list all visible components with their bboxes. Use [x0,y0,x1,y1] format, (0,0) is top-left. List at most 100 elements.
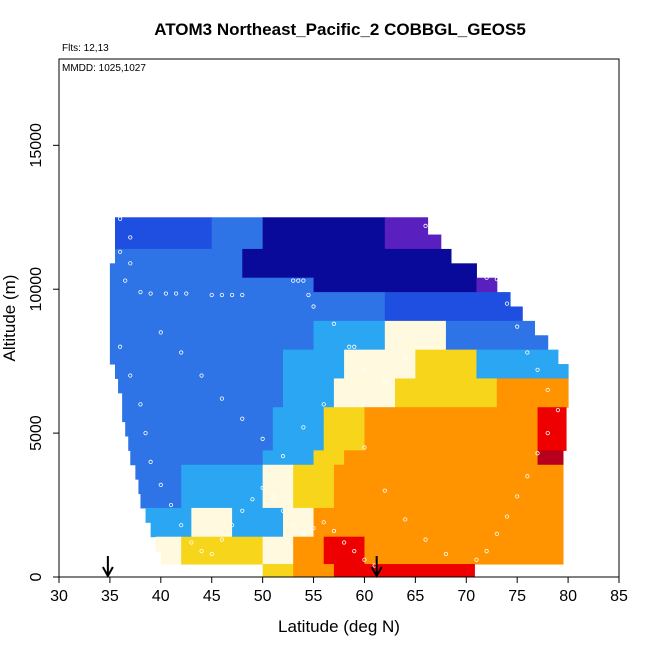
track-point [148,459,153,464]
track-point [143,431,148,436]
track-point [123,278,128,283]
track-point [494,531,499,536]
heatmap-cell [313,507,564,523]
y-axis: 0 5000 10000 15000 [28,123,59,581]
heatmap-cell [283,392,335,408]
track-point [301,425,306,430]
heatmap-cell [323,435,365,451]
track-point [306,292,311,298]
heatmap-cell [262,564,294,578]
heatmap-cell [333,493,564,509]
heatmap-cell [283,364,345,379]
heatmap-cell [211,217,264,236]
heatmap-cell [262,536,294,552]
heatmap-cell [262,464,294,480]
track-point [311,525,316,531]
x-tick-label: 55 [305,588,323,605]
heatmap-cell [395,378,498,394]
track-point [240,508,245,513]
y-tick-label: 0 [28,572,45,581]
heatmap-cell [109,277,315,293]
track-point [128,373,133,378]
heatmap-cell [109,306,386,322]
heatmap-cell [242,263,477,279]
track-point [545,431,550,436]
heatmap-cell [323,421,365,437]
track-point [535,451,540,456]
heatmap-cell [364,435,539,451]
heatmap-cell [140,493,182,509]
heatmap-cell [364,407,539,423]
heatmap-cell [160,551,182,565]
track-point [352,548,357,554]
heatmap-cell [283,522,315,538]
heatmap-cell [122,392,284,408]
heatmap-cell [293,479,335,495]
heatmap-cell [323,407,365,423]
heatmap-cell [130,450,264,466]
heatmap-cell [333,378,396,394]
x-tick-label: 40 [152,588,170,605]
heatmap-cell [262,479,294,495]
heatmap-cell [181,551,264,565]
track-point [260,485,265,490]
flight-track [117,216,561,568]
track-point [189,540,194,545]
heatmap-cell [445,335,549,351]
track-point [280,508,286,513]
track-point [179,523,184,528]
track-point [504,301,510,306]
x-tick-label: 35 [101,588,119,605]
heatmap-cell [384,335,447,351]
heatmap-cell [537,421,567,437]
heatmap-cell [476,277,498,293]
heatmap-cell [262,217,386,236]
track-point [525,350,530,355]
track-point [515,324,520,329]
track-point [229,523,235,528]
x-tick-label: 65 [406,588,424,605]
heatmap-cell [476,364,569,379]
y-tick-label: 5000 [28,415,45,451]
heatmap-cell [232,522,284,538]
heatmap-cell [262,450,315,466]
track-point [250,497,255,502]
track-point [362,445,367,450]
track-point [240,292,245,298]
track-point [331,321,337,326]
heatmap-cell [283,349,345,365]
track-point [545,387,550,393]
track-point [199,548,204,554]
track-point [352,344,357,349]
heatmap-cell [313,522,564,538]
heatmap-cell [333,564,475,578]
track-point [260,436,265,441]
heatmap-cell [384,217,429,236]
heatmap-cell [181,493,264,509]
track-point [484,548,489,554]
heatmap-cell [293,551,325,565]
track-point [474,557,479,562]
track-point [423,223,428,229]
track-point [484,275,489,280]
heatmap-cell [115,248,243,264]
track-point [270,494,275,499]
track-point [443,226,449,231]
track-point [117,249,123,254]
arrow-head [101,566,114,579]
heatmap-cell [313,450,345,466]
heatmap-cell [395,392,498,408]
heatmap-cell [333,392,396,408]
track-point [291,523,296,528]
track-point [179,350,184,355]
heatmap-cell [262,234,386,250]
heatmap-cell [333,464,564,480]
heatmap-cell [272,421,325,437]
x-tick-label: 50 [254,588,272,605]
track-point [403,517,408,522]
track-point [443,551,449,557]
heatmap-cell [232,507,284,523]
x-axis: 30 35 40 45 50 55 60 65 70 75 80 85 [50,577,628,605]
track-point [535,367,540,372]
heatmap-cell [181,536,264,552]
